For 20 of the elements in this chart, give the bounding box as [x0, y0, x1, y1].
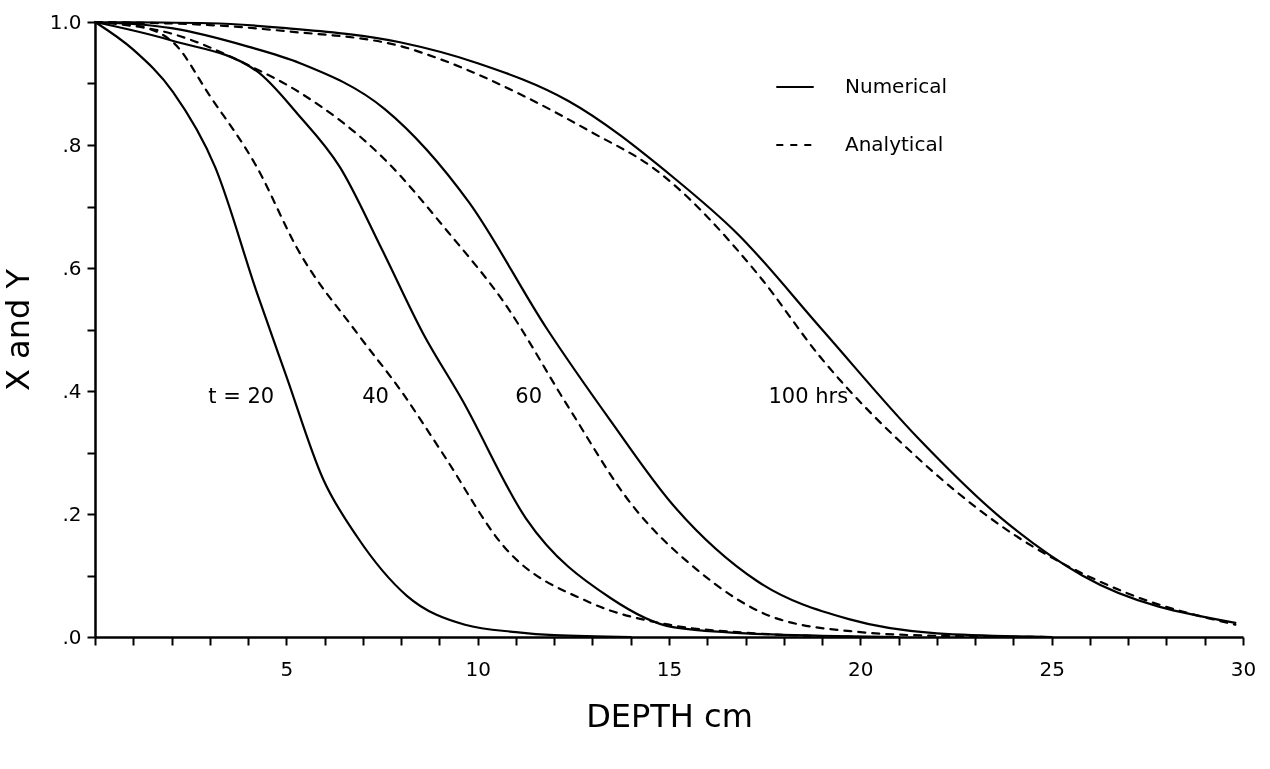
x-axis-title: DEPTH cm	[586, 696, 753, 735]
y-tick-label: .2	[62, 501, 82, 526]
y-tick-label: .6	[62, 255, 82, 280]
x-tick-label: 30	[1230, 656, 1257, 681]
x-tick-label: 15	[656, 656, 683, 681]
y-tick-label: 1.0	[49, 9, 82, 34]
annotation: 100 hrs	[768, 384, 849, 409]
annotation: t = 20	[208, 384, 275, 409]
x-tick-label: 20	[848, 656, 874, 681]
x-tick-label: 10	[465, 656, 491, 681]
legend-label: Numerical	[845, 74, 948, 98]
annotation: 40	[362, 384, 389, 409]
x-tick-label: 25	[1039, 656, 1065, 681]
y-axis-title: X and Y	[0, 268, 37, 392]
y-tick-label: .8	[62, 132, 82, 157]
legend-label: Analytical	[845, 132, 944, 156]
x-tick-label: 5	[280, 656, 294, 681]
y-tick-label: .0	[62, 624, 82, 649]
annotation: 60	[515, 384, 543, 409]
y-tick-label: .4	[62, 378, 82, 403]
